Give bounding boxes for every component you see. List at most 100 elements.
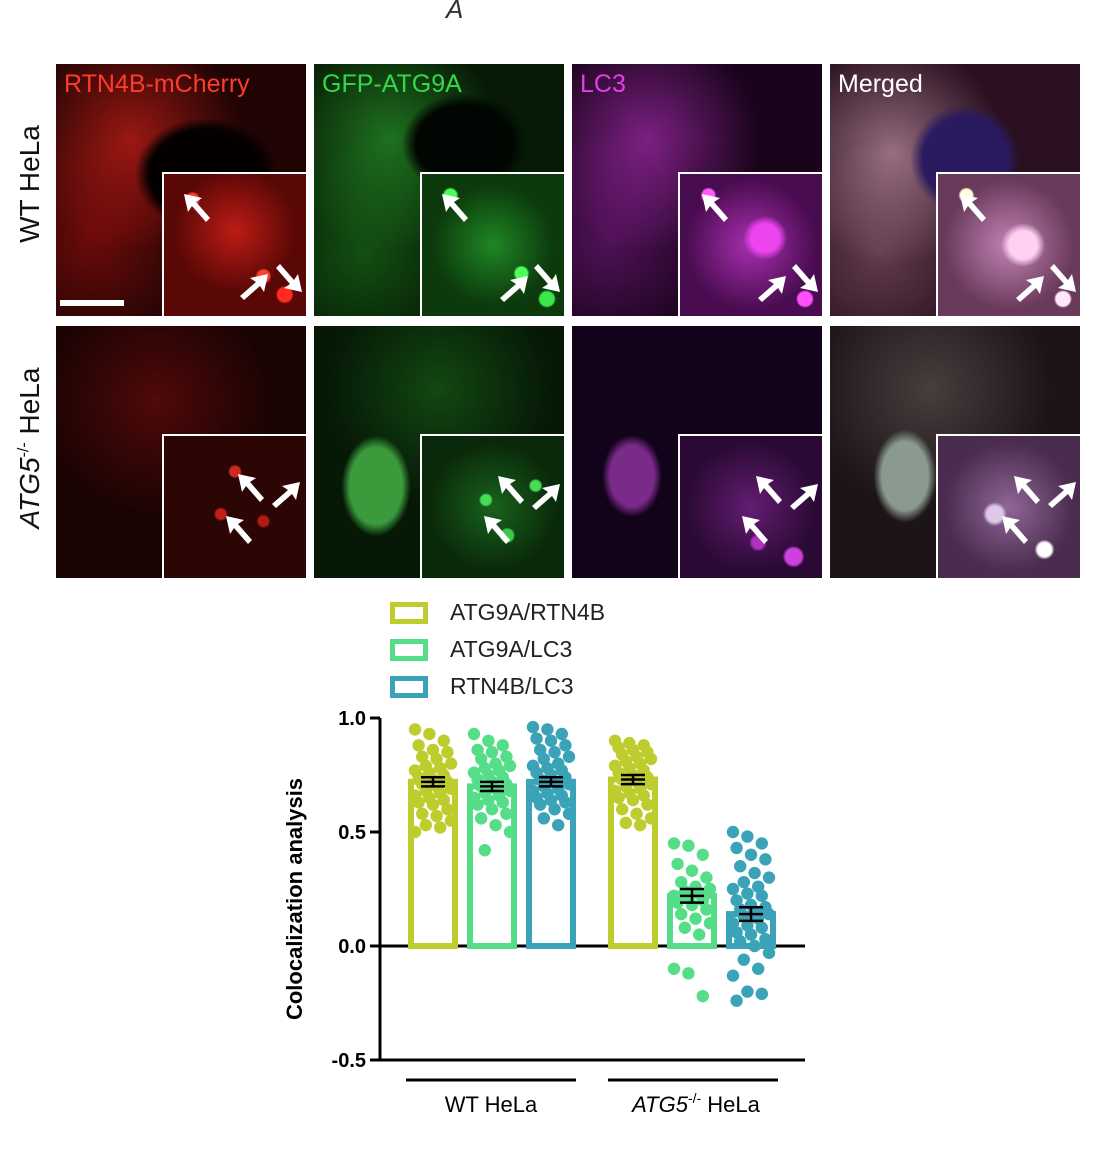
data-point (762, 946, 776, 960)
data-point (503, 759, 517, 773)
y-tick-label: 0.5 (338, 822, 366, 844)
data-point (616, 803, 629, 816)
data-point (696, 848, 709, 861)
row-label-atg5: ATG5-/- HeLa (14, 367, 45, 529)
arrow-icon (184, 194, 210, 222)
panel-atg5-atg9a (314, 326, 564, 578)
data-point (412, 796, 425, 809)
data-point (423, 727, 436, 741)
arrow-icon (702, 194, 728, 222)
data-point (737, 953, 750, 966)
data-point (741, 887, 754, 900)
data-point (548, 803, 561, 816)
data-point (726, 882, 740, 896)
data-point (562, 807, 576, 820)
data-point (471, 798, 484, 811)
chart-legend: ATG9A/RTN4B ATG9A/LC3 RTN4B/LC3 (390, 594, 605, 705)
data-point (644, 777, 658, 791)
data-point (737, 875, 750, 889)
legend-item: RTN4B/LC3 (390, 668, 605, 705)
data-point (667, 962, 681, 975)
data-point (634, 818, 647, 832)
data-point (730, 841, 743, 855)
arrow-icon (442, 194, 468, 222)
data-point (444, 782, 458, 795)
data-point (412, 739, 425, 752)
data-point (482, 734, 495, 747)
panel-wt-atg9a: GFP-ATG9A (314, 64, 564, 316)
data-point (726, 969, 740, 982)
data-point (682, 839, 695, 852)
stray-panel-letter: A (446, 0, 464, 24)
data-point (755, 987, 768, 1001)
data-point (534, 798, 547, 811)
data-point (562, 750, 576, 763)
data-point (530, 732, 543, 745)
arrow-icon (498, 476, 524, 504)
data-point (526, 720, 540, 734)
legend-label: ATG9A/LC3 (450, 636, 573, 662)
data-point (619, 816, 632, 830)
legend-swatch (390, 601, 428, 624)
channel-title: RTN4B-mCherry (64, 70, 250, 98)
data-point (644, 752, 658, 766)
data-point (689, 912, 702, 925)
data-point (467, 727, 481, 741)
data-point (762, 871, 776, 884)
data-point (503, 825, 517, 839)
data-point (693, 928, 706, 941)
channel-title: LC3 (580, 70, 626, 98)
data-point (744, 848, 758, 861)
panel-wt-rtn4b: RTN4B-mCherry (56, 64, 306, 316)
arrow-icon (1016, 276, 1044, 302)
data-point (500, 807, 513, 820)
data-point (548, 746, 561, 759)
data-point (426, 798, 440, 811)
data-point (644, 812, 658, 825)
data-point (562, 777, 576, 791)
data-point (485, 746, 499, 759)
arrow-icon (1048, 482, 1076, 508)
arrow-icon (790, 484, 818, 510)
arrow-icon (792, 264, 818, 292)
data-point (475, 812, 488, 825)
data-point (744, 928, 758, 941)
data-point (759, 932, 772, 946)
data-point (755, 921, 768, 934)
data-point (559, 796, 572, 809)
data-point (408, 723, 422, 736)
legend-label: ATG9A/RTN4B (450, 599, 606, 625)
arrow-icon (240, 274, 268, 300)
arrow-icon (532, 484, 560, 510)
y-tick-label: -0.5 (332, 1050, 366, 1072)
channel-title: Merged (838, 70, 923, 98)
data-point (703, 917, 717, 930)
data-point (741, 830, 754, 843)
data-point (682, 967, 695, 980)
data-point (559, 739, 572, 752)
data-point (408, 825, 422, 839)
legend-item: ATG9A/LC3 (390, 631, 605, 668)
data-point (700, 871, 713, 884)
group-label-wt: WT HeLa (445, 1092, 538, 1117)
data-point (485, 803, 499, 816)
y-tick-label: 0.0 (338, 936, 366, 958)
row-label-wt: WT HeLa (14, 125, 45, 243)
scale-bar (60, 300, 124, 306)
data-point (667, 837, 681, 850)
arrow-icon (1014, 476, 1040, 504)
arrow-icon (1050, 264, 1076, 292)
data-point (496, 796, 509, 809)
data-point (441, 746, 454, 759)
data-point (734, 935, 747, 948)
data-point (430, 809, 443, 823)
panel-wt-merged: Merged (830, 64, 1080, 316)
data-point (755, 837, 768, 850)
data-point (748, 866, 761, 880)
arrow-icon (742, 516, 768, 544)
arrow-icon (1002, 516, 1028, 544)
legend-label: RTN4B/LC3 (450, 673, 574, 699)
data-point (544, 734, 558, 747)
arrow-icon (756, 476, 782, 504)
data-point (555, 727, 568, 741)
